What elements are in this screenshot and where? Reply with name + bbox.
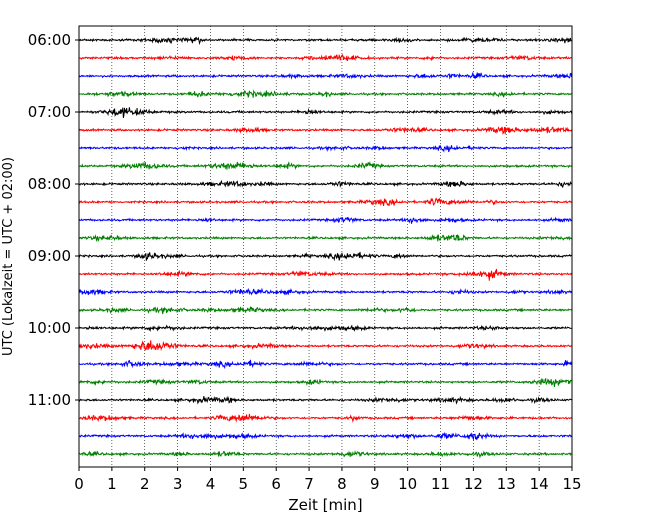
trace-1030	[78, 359, 573, 370]
trace-1115	[79, 413, 573, 423]
trace-0615	[79, 54, 573, 62]
trace-1145	[78, 449, 573, 459]
seismic-traces	[78, 36, 573, 459]
trace-1130	[78, 431, 573, 441]
plot-frame	[78, 25, 573, 468]
x-tick-label: 11	[431, 475, 450, 493]
trace-0700	[78, 107, 573, 118]
x-tick-label: 12	[464, 475, 483, 493]
trace-0600	[78, 36, 573, 46]
x-tick-label: 4	[206, 475, 216, 493]
y-tick-label: 11:00	[28, 391, 71, 409]
y-axis-label: UTC (Lokalzeit = UTC + 02:00)	[1, 157, 16, 356]
x-tick-label: 10	[398, 475, 417, 493]
y-tick-label: 07:00	[28, 103, 71, 121]
x-tick-label: 13	[497, 475, 516, 493]
trace-1000	[78, 324, 573, 333]
trace-0645	[78, 89, 573, 99]
trace-1045	[78, 377, 573, 388]
y-tick-label: 10:00	[28, 319, 71, 337]
y-axis-ticks: 06:00 07:00 08:00 09:00 10:00 11:00	[28, 31, 79, 409]
trace-1100	[78, 395, 573, 405]
x-tick-label: 14	[530, 475, 549, 493]
trace-0730	[78, 144, 573, 153]
trace-0930	[78, 287, 573, 296]
x-tick-label: 5	[239, 475, 249, 493]
trace-0815	[78, 197, 573, 207]
x-tick-label: 9	[370, 475, 380, 493]
x-tick-label: 8	[337, 475, 347, 493]
x-axis-label: Zeit [min]	[288, 496, 362, 514]
trace-0830	[78, 216, 573, 224]
trace-0745	[78, 160, 573, 171]
x-tick-label: 0	[74, 475, 84, 493]
y-tick-label: 08:00	[28, 175, 71, 193]
x-axis-ticks: 0 1 2 3 4 5 6 7 8 9 10 11 12 13 14 15	[74, 467, 582, 493]
trace-0715	[78, 126, 573, 135]
trace-0800	[78, 179, 573, 189]
trace-0945	[78, 306, 573, 315]
x-tick-label: 2	[140, 475, 150, 493]
x-tick-label: 15	[562, 475, 581, 493]
y-tick-label: 06:00	[28, 31, 71, 49]
x-tick-label: 3	[173, 475, 183, 493]
trace-1015	[78, 340, 573, 352]
trace-0630	[78, 71, 573, 80]
x-tick-label: 1	[107, 475, 117, 493]
trace-0900	[78, 251, 573, 262]
x-tick-label: 6	[271, 475, 281, 493]
trace-0845	[78, 234, 573, 243]
trace-0915	[78, 268, 573, 281]
x-tick-label: 7	[304, 475, 314, 493]
y-tick-label: 09:00	[28, 247, 71, 265]
